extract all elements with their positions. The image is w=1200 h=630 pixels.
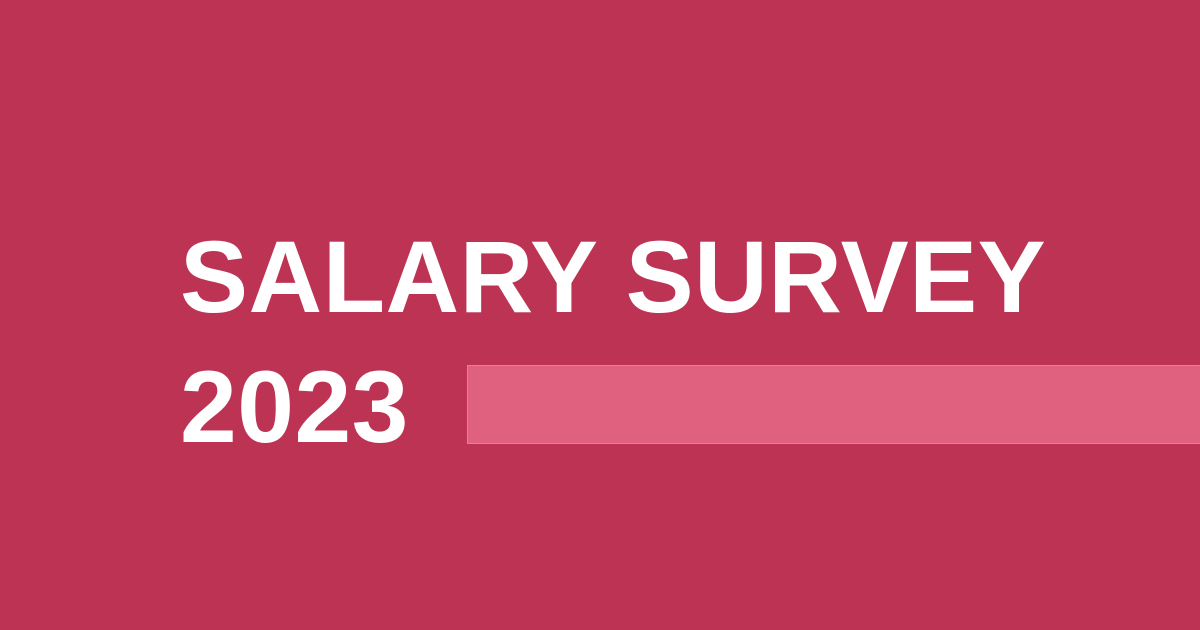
title-year: 2023 — [180, 350, 409, 464]
accent-bar — [467, 365, 1200, 444]
title-line-1: SALARY SURVEY — [180, 220, 1047, 334]
